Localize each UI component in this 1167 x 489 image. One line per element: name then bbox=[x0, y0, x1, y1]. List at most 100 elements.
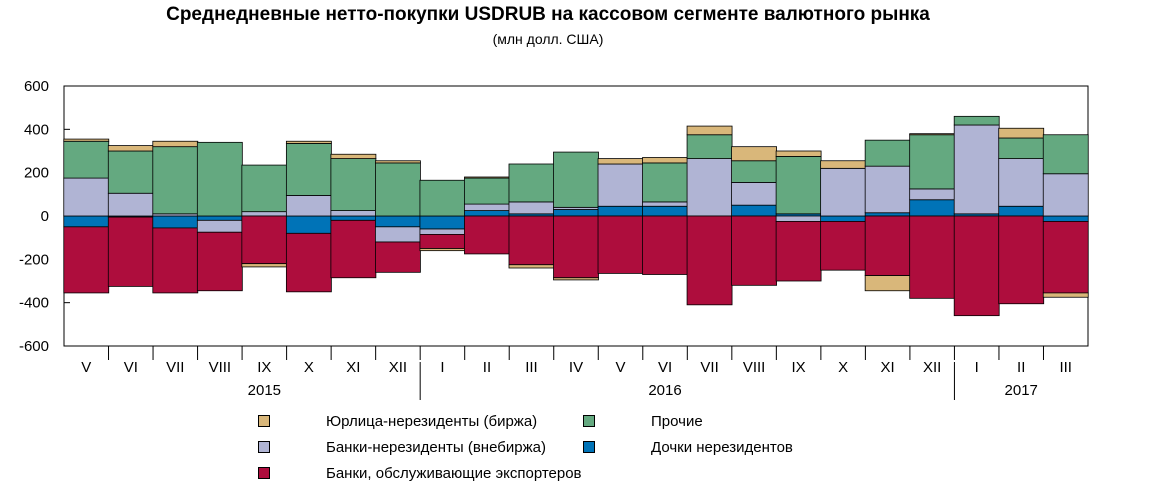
bar-segment bbox=[152, 146, 199, 215]
legend-item-eksportery: Банки, обслуживающие экспортеров bbox=[258, 463, 582, 483]
bar-segment bbox=[285, 140, 332, 144]
legend-item-prochie: Прочие bbox=[583, 411, 703, 431]
bar-segment bbox=[953, 115, 1000, 126]
bar-segment bbox=[953, 215, 1000, 317]
bar-segment bbox=[196, 141, 243, 217]
bar-segment bbox=[375, 241, 421, 273]
bar-segment bbox=[508, 264, 555, 269]
x-tick-label: VIII bbox=[743, 359, 766, 376]
y-tick-label: -400 bbox=[19, 295, 49, 312]
bar-segment bbox=[909, 133, 956, 136]
bar-segment bbox=[330, 210, 377, 217]
x-tick-label: IX bbox=[792, 359, 806, 376]
bar-segment bbox=[642, 201, 688, 207]
bar-segment bbox=[464, 215, 510, 255]
x-tick-label: XII bbox=[923, 359, 941, 376]
year-label: 2017 bbox=[1005, 382, 1038, 399]
bar-segment bbox=[330, 158, 377, 211]
bar-segment bbox=[731, 146, 777, 162]
bar-segment bbox=[909, 134, 956, 190]
x-tick-label: XII bbox=[389, 359, 407, 376]
legend-swatch bbox=[583, 441, 595, 453]
bar-segment bbox=[686, 215, 733, 306]
legend-label: Юрлица-нерезиденты (биржа) bbox=[326, 412, 538, 430]
legend-label: Банки-нерезиденты (внебиржа) bbox=[326, 438, 546, 456]
x-tick-label: III bbox=[525, 359, 538, 376]
x-tick-label: II bbox=[1017, 359, 1025, 376]
x-tick-label: VI bbox=[124, 359, 138, 376]
year-label: 2015 bbox=[248, 382, 281, 399]
bar-segment bbox=[597, 158, 644, 165]
bar-segment bbox=[642, 162, 688, 203]
bar-segment bbox=[508, 201, 555, 215]
y-tick-label: -200 bbox=[19, 251, 49, 268]
bar-segment bbox=[642, 205, 688, 217]
bar-segment bbox=[998, 158, 1045, 207]
bar-segment bbox=[508, 163, 555, 203]
y-tick-label: 0 bbox=[41, 208, 49, 225]
bar-segment bbox=[241, 211, 288, 217]
legend-item-dochki: Дочки нерезидентов bbox=[583, 437, 793, 457]
bar-segment bbox=[731, 204, 777, 217]
year-label: 2016 bbox=[648, 382, 681, 399]
legend-item-yurlica: Юрлица-нерезиденты (биржа) bbox=[258, 411, 537, 431]
x-tick-label: V bbox=[616, 359, 626, 376]
x-tick-label: II bbox=[483, 359, 491, 376]
bar-segment bbox=[152, 215, 199, 229]
bar-segment bbox=[419, 228, 466, 235]
bar-segment bbox=[998, 137, 1045, 159]
x-tick-label: X bbox=[304, 359, 314, 376]
bar-segment bbox=[553, 215, 599, 279]
bar-segment bbox=[375, 226, 421, 243]
bar-segment bbox=[642, 215, 688, 275]
bar-segment bbox=[909, 188, 956, 201]
bar-segment bbox=[998, 205, 1045, 217]
bar-segment bbox=[464, 177, 510, 205]
bar-segment bbox=[864, 212, 911, 217]
bar-segment bbox=[864, 215, 911, 276]
bar-segment bbox=[998, 215, 1045, 305]
bar-segment bbox=[731, 182, 777, 206]
bar-segment bbox=[107, 216, 154, 287]
x-tick-label: VI bbox=[658, 359, 672, 376]
bar-segment bbox=[686, 134, 733, 159]
bar-segment bbox=[63, 215, 110, 228]
bar-segment bbox=[508, 215, 555, 266]
y-tick-label: 400 bbox=[24, 121, 49, 138]
bar-segment bbox=[375, 162, 421, 217]
y-tick-label: 200 bbox=[24, 165, 49, 182]
legend-swatch bbox=[583, 415, 595, 427]
bar-segment bbox=[419, 179, 466, 217]
legend-label: Банки, обслуживающие экспортеров bbox=[326, 464, 582, 482]
bar-segment bbox=[63, 177, 110, 217]
bar-segment bbox=[464, 203, 510, 211]
bar-segment bbox=[196, 215, 243, 221]
bar-segment bbox=[864, 139, 911, 167]
bar-segment bbox=[775, 221, 822, 282]
bar-segment bbox=[953, 124, 1000, 215]
bar-segment bbox=[419, 248, 466, 252]
legend-label: Прочие bbox=[651, 412, 703, 430]
bar-segment bbox=[775, 150, 822, 157]
bar-segment bbox=[152, 227, 199, 294]
bar-segment bbox=[998, 127, 1045, 139]
chart-subtitle: (млн долл. США) bbox=[492, 31, 604, 47]
bar-segment bbox=[686, 125, 733, 136]
bar-segment bbox=[241, 215, 288, 265]
bar-segment bbox=[864, 275, 911, 292]
bar-segment bbox=[820, 221, 867, 271]
bar-segment bbox=[285, 215, 332, 234]
chart-title: Среднедневные нетто-покупки USDRUB на ка… bbox=[166, 4, 930, 25]
x-tick-label: XI bbox=[881, 359, 895, 376]
x-tick-label: I bbox=[440, 359, 444, 376]
y-tick-label: -600 bbox=[19, 338, 49, 355]
bar-segment bbox=[63, 140, 110, 179]
x-tick-label: III bbox=[1059, 359, 1072, 376]
y-tick-label: 600 bbox=[24, 78, 49, 95]
bar-segment bbox=[1042, 292, 1089, 298]
bar-segment bbox=[107, 145, 154, 152]
bar-segment bbox=[196, 231, 243, 292]
legend-label: Дочки нерезидентов bbox=[651, 438, 793, 456]
bar-segment bbox=[864, 165, 911, 214]
